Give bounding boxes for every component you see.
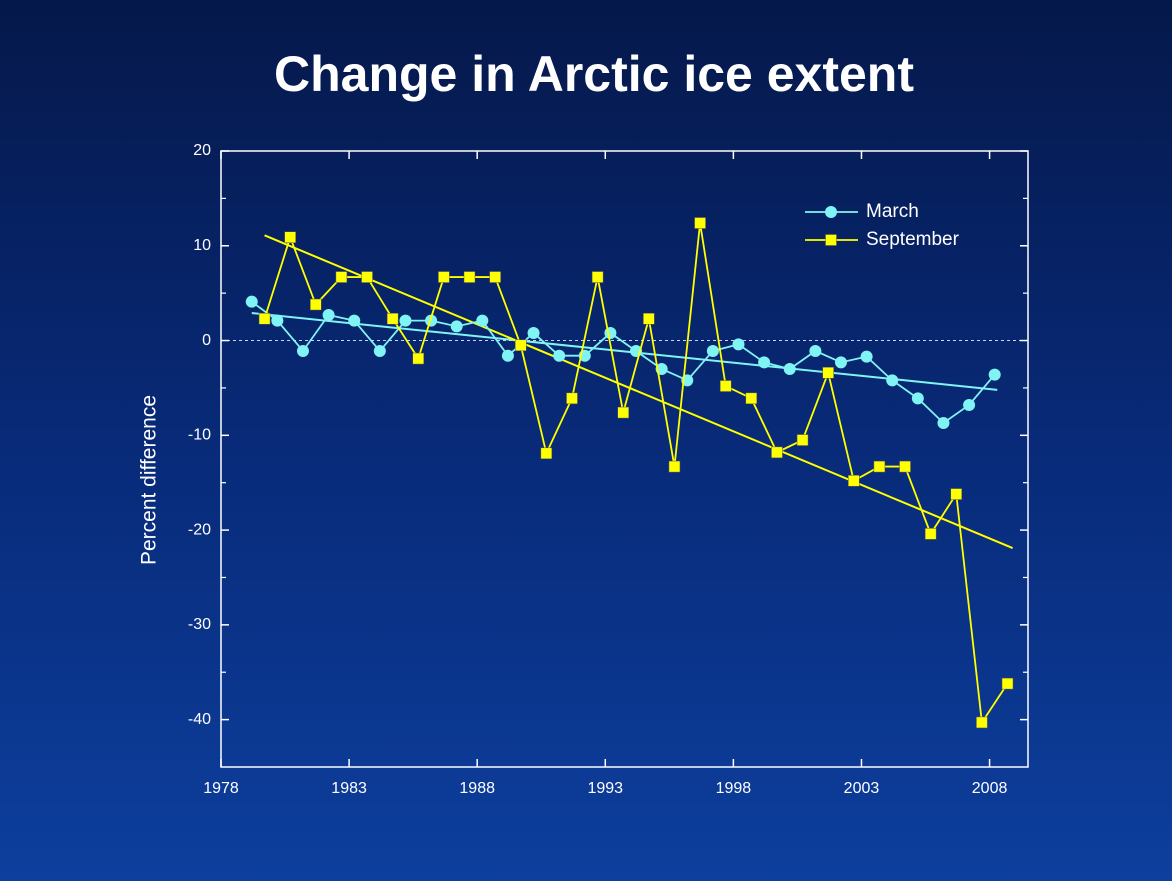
data-point (412, 352, 425, 365)
data-point (566, 392, 578, 405)
data-point (950, 488, 963, 500)
legend-label: September (866, 229, 960, 250)
x-tick-label: 2003 (844, 780, 880, 797)
data-point (617, 406, 629, 419)
data-point (771, 446, 783, 459)
plot-frame (220, 150, 1029, 768)
data-point (1001, 677, 1014, 690)
data-point (899, 460, 911, 473)
data-point (476, 314, 489, 327)
data-point (834, 356, 847, 369)
x-tick-label: 1978 (203, 780, 239, 797)
data-point (514, 339, 527, 352)
data-point (296, 344, 309, 357)
data-point (604, 326, 617, 339)
data-point (463, 271, 476, 283)
data-point (873, 460, 886, 473)
x-tick-label: 1988 (459, 780, 495, 797)
data-point (361, 271, 373, 283)
data-point (809, 344, 822, 357)
data-point (258, 312, 271, 325)
data-point (310, 298, 322, 311)
data-point (527, 326, 540, 339)
data-point (988, 368, 1001, 381)
data-point (489, 271, 501, 283)
data-point (719, 380, 732, 392)
data-point (335, 271, 348, 283)
data-point (860, 350, 873, 363)
data-point (271, 314, 284, 327)
data-point (501, 349, 514, 362)
data-point (911, 392, 924, 405)
data-point (438, 271, 450, 283)
data-point (732, 338, 745, 351)
data-point (886, 374, 899, 387)
data-point (783, 362, 796, 375)
trend-line (251, 312, 998, 391)
data-point (322, 308, 335, 321)
y-tick-label: 0 (202, 332, 211, 349)
data-point (386, 312, 399, 325)
data-point (245, 295, 258, 308)
x-tick-label: 1983 (331, 780, 367, 797)
y-tick-label: -20 (188, 521, 211, 538)
legend-marker (825, 206, 837, 218)
data-point (963, 398, 976, 411)
data-point (450, 320, 463, 333)
data-point (822, 367, 834, 379)
data-point (348, 314, 361, 327)
data-point (668, 460, 681, 473)
data-point (848, 475, 860, 487)
data-point (591, 271, 604, 283)
data-point (706, 344, 719, 357)
data-point (399, 314, 412, 327)
x-tick-label: 1998 (716, 780, 752, 797)
chart-title: Change in Arctic ice extent (274, 46, 914, 102)
data-point (694, 217, 706, 229)
data-point (796, 434, 809, 446)
y-tick-label: -10 (188, 427, 211, 444)
y-tick-label: -40 (188, 711, 211, 728)
x-tick-label: 2008 (972, 780, 1008, 797)
legend-marker (825, 234, 837, 246)
x-tick-label: 1993 (587, 780, 623, 797)
data-point (937, 416, 950, 429)
y-axis-label: Percent difference (138, 395, 161, 565)
trend-line (264, 234, 1014, 550)
data-point (540, 447, 553, 460)
data-point (745, 392, 758, 405)
y-tick-label: -30 (188, 616, 211, 633)
legend-label: March (866, 201, 919, 222)
y-tick-label: 10 (193, 237, 211, 254)
data-point (553, 349, 566, 362)
data-point (373, 344, 386, 357)
data-point (643, 312, 655, 325)
data-point (924, 528, 937, 540)
data-point (976, 716, 988, 729)
y-tick-label: 20 (193, 142, 211, 159)
data-point (758, 356, 771, 369)
data-point (284, 231, 296, 243)
